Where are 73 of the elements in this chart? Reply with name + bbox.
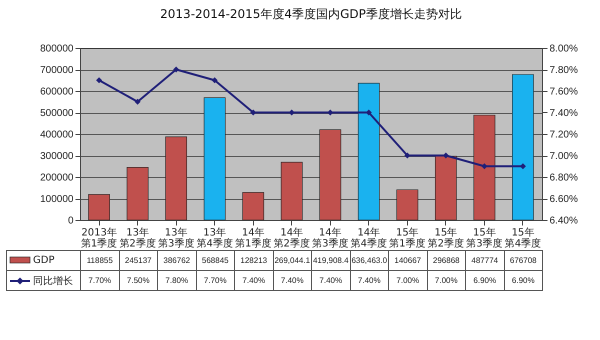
x-tick-label: 15年第4季度 [504, 226, 542, 250]
data-label: 7.80% [158, 270, 196, 290]
y-tick-label: 100000 [40, 194, 74, 205]
data-label: 7.50% [119, 270, 158, 290]
x-tick-label: 15年第1季度 [389, 226, 426, 250]
data-label: 386762 [158, 250, 196, 270]
x-tick-label: 14年第3季度 [312, 226, 348, 250]
data-label: 118855 [80, 250, 119, 270]
data-label: 7.00% [427, 270, 466, 290]
y2-tick-label: 6.80% [550, 172, 578, 184]
data-label: 636,463.0 [350, 250, 388, 270]
bar [165, 136, 188, 220]
x-tick-label: 13年第2季度 [119, 226, 156, 250]
bar [88, 194, 110, 220]
data-label: 7.40% [350, 270, 388, 290]
y2-tick-label: 7.80% [550, 65, 578, 76]
bar [396, 189, 418, 220]
x-tick-label: 15年第3季度 [466, 226, 503, 250]
bar [434, 156, 457, 220]
y-tick-label: 200000 [40, 172, 74, 184]
y-tick-label: 300000 [40, 151, 74, 162]
data-label: 269,044.1 [273, 250, 312, 270]
data-label: 568845 [196, 250, 234, 270]
point [212, 77, 218, 84]
y2-tick-label: 8.00% [550, 44, 578, 54]
data-label: 487774 [466, 250, 504, 270]
y2-tick-label: 7.60% [550, 86, 578, 98]
y2-tick-label: 7.40% [550, 108, 578, 119]
bar [319, 129, 342, 220]
bar [204, 97, 226, 220]
y-tick-label: 700000 [40, 65, 74, 76]
x-tick-label: 2013年第1季度 [80, 226, 118, 250]
bar [280, 162, 303, 220]
data-label: 128213 [234, 250, 273, 270]
x-tick-label: 13年第3季度 [158, 226, 194, 250]
data-label: 7.00% [388, 270, 427, 290]
y2-tick-label: 6.40% [550, 216, 578, 226]
data-label: 7.40% [312, 270, 350, 290]
data-label: 245137 [119, 250, 158, 270]
data-label: 7.40% [273, 270, 312, 290]
data-label: 6.90% [466, 270, 504, 290]
y-tick-label: 800000 [40, 44, 74, 54]
data-label: 676708 [504, 250, 542, 270]
y-tick-label: 500000 [40, 108, 74, 119]
data-label: 7.70% [196, 270, 234, 290]
data-label: 7.40% [234, 270, 273, 290]
x-tick-label: 15年第2季度 [428, 226, 464, 250]
y-tick-label: 400000 [40, 130, 74, 140]
bar [126, 166, 148, 220]
chart-title: 2013-2014-2015年度4季度国内GDP季度增长走势对比 [160, 7, 462, 21]
x-tick-label: 14年第2季度 [274, 226, 310, 250]
data-label: 140667 [388, 250, 427, 270]
point [173, 66, 180, 72]
x-tick-label: 14年第1季度 [235, 226, 272, 250]
y-tick-label: 600000 [40, 86, 74, 98]
data-label: 419,908.4 [312, 250, 350, 270]
y2-tick-label: 7.20% [550, 130, 578, 140]
y2-tick-label: 6.60% [550, 194, 578, 205]
y-tick-label: 0 [68, 216, 74, 226]
point [96, 77, 102, 84]
x-tick-label: 14年第4季度 [350, 226, 387, 250]
data-label: 296868 [427, 250, 466, 270]
legend-label: GDP [6, 250, 80, 270]
data-label: 6.90% [504, 270, 542, 290]
bar [474, 114, 496, 220]
data-label: 7.70% [80, 270, 119, 290]
bar [512, 74, 534, 220]
y2-tick-label: 7.00% [550, 151, 578, 162]
x-tick-label: 13年第4季度 [196, 226, 233, 250]
point [134, 98, 141, 105]
bar [358, 82, 380, 220]
legend-label: 同比增长 [6, 270, 80, 290]
bar [242, 192, 264, 220]
